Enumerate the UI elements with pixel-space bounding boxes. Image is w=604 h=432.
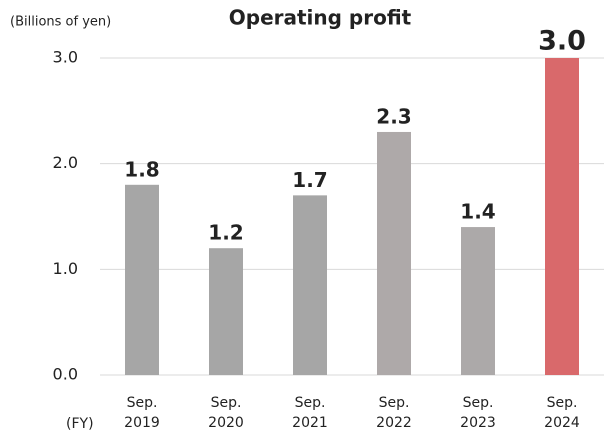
- data-label: 3.0: [538, 26, 586, 57]
- x-tick-label: 2023: [460, 415, 496, 431]
- bar: [293, 195, 327, 375]
- x-tick-label: Sep.: [379, 395, 410, 411]
- unit-label: (Billions of yen): [10, 15, 111, 30]
- x-tick-label: Sep.: [211, 395, 242, 411]
- x-tick-label: 2019: [124, 415, 160, 431]
- y-tick-label: 0.0: [53, 365, 78, 384]
- bar: [209, 248, 243, 375]
- bar: [125, 184, 159, 375]
- data-label: 1.7: [292, 168, 327, 192]
- x-tick-label: 2024: [544, 415, 580, 431]
- x-tick-label: 2022: [376, 415, 412, 431]
- x-tick-label: Sep.: [127, 395, 158, 411]
- x-tick-label: Sep.: [295, 395, 326, 411]
- y-tick-label: 3.0: [53, 48, 78, 67]
- bar: [545, 58, 579, 375]
- y-tick-label: 2.0: [53, 153, 78, 172]
- data-label: 1.2: [208, 221, 243, 245]
- bar: [461, 227, 495, 375]
- x-axis-label: (FY): [66, 416, 94, 432]
- x-tick-label: Sep.: [463, 395, 494, 411]
- x-tick-label: 2020: [208, 415, 244, 431]
- x-tick-label: 2021: [292, 415, 328, 431]
- x-tick-label: Sep.: [547, 395, 578, 411]
- bar: [377, 131, 411, 375]
- chart-title: Operating profit: [229, 6, 412, 30]
- data-label: 1.4: [460, 200, 495, 224]
- data-label: 1.8: [124, 157, 159, 181]
- data-label: 2.3: [376, 104, 411, 128]
- y-tick-label: 1.0: [53, 259, 78, 278]
